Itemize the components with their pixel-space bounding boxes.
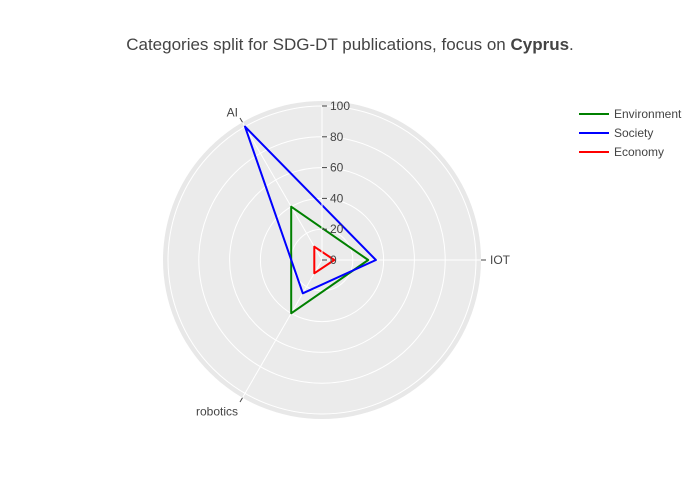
axis-label-iot: IOT bbox=[490, 253, 511, 267]
chart-title: Categories split for SDG-DT publications… bbox=[126, 35, 574, 54]
axis-label-robotics: robotics bbox=[196, 405, 238, 419]
axis-label-ai: AI bbox=[227, 106, 238, 120]
legend-label-environment: Environment bbox=[614, 107, 682, 121]
legend-item-environment[interactable]: Environment bbox=[579, 107, 682, 121]
legend-item-society[interactable]: Society bbox=[579, 126, 653, 140]
radial-tick-label-0: 0 bbox=[330, 253, 337, 267]
radial-tick-label-20: 20 bbox=[330, 222, 344, 236]
legend-label-society: Society bbox=[614, 126, 653, 140]
angular-tick-ai bbox=[240, 118, 243, 122]
legend-label-economy: Economy bbox=[614, 145, 664, 159]
legend[interactable]: Environment Society Economy bbox=[579, 107, 682, 159]
radial-tick-label-40: 40 bbox=[330, 191, 344, 205]
radial-tick-label-100: 100 bbox=[330, 99, 350, 113]
legend-item-economy[interactable]: Economy bbox=[579, 145, 664, 159]
radial-tick-label-80: 80 bbox=[330, 130, 344, 144]
radial-tick-label-60: 60 bbox=[330, 161, 344, 175]
angular-tick-robotics bbox=[240, 398, 243, 402]
